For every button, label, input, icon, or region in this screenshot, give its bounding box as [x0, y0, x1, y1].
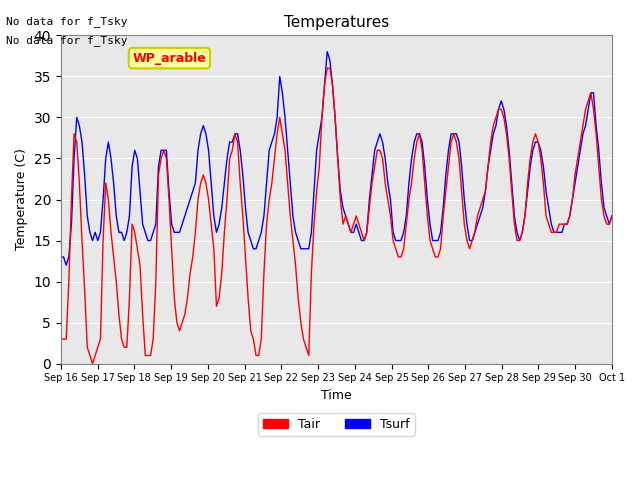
- Tair: [89, 361, 97, 367]
- Y-axis label: Temperature (C): Temperature (C): [15, 149, 28, 251]
- Legend: Tair, Tsurf: Tair, Tsurf: [258, 413, 415, 436]
- Tair: [176, 328, 184, 334]
- Tsurf: [608, 213, 616, 219]
- Tsurf: [62, 262, 70, 268]
- Tair: [524, 180, 531, 186]
- Tsurf: [556, 229, 563, 235]
- Tair: [556, 221, 563, 227]
- Tair: [323, 65, 331, 71]
- Title: Temperatures: Temperatures: [284, 15, 389, 30]
- Tsurf: [57, 254, 65, 260]
- Tsurf: [321, 82, 328, 87]
- Tair: [57, 336, 65, 342]
- Text: No data for f_Tsky: No data for f_Tsky: [6, 35, 128, 46]
- Tair: [62, 336, 70, 342]
- Tsurf: [337, 189, 344, 194]
- Tsurf: [65, 254, 73, 260]
- Tsurf: [323, 49, 331, 55]
- Tsurf: [524, 189, 531, 194]
- Line: Tair: Tair: [61, 68, 612, 364]
- Tair: [608, 213, 616, 219]
- Tair: [337, 197, 344, 203]
- X-axis label: Time: Time: [321, 389, 352, 402]
- Line: Tsurf: Tsurf: [61, 52, 612, 265]
- Tsurf: [176, 229, 184, 235]
- Tair: [321, 82, 328, 87]
- Text: WP_arable: WP_arable: [132, 52, 206, 65]
- Text: No data for f_Tsky: No data for f_Tsky: [6, 16, 128, 27]
